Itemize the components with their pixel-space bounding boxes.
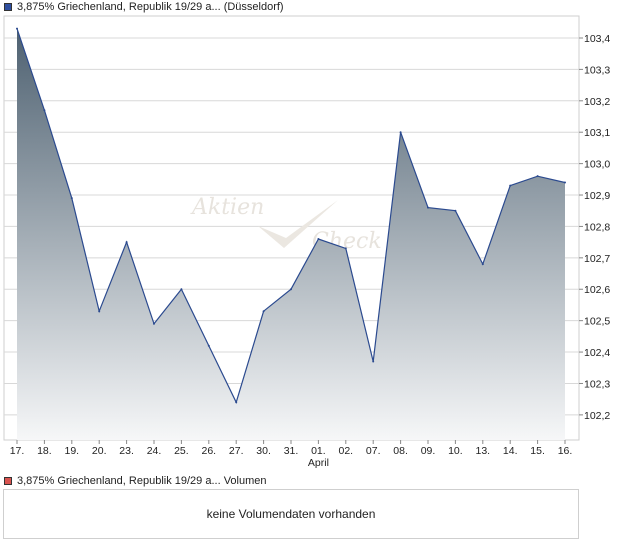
x-tick-label: 10.: [448, 445, 463, 457]
price-point: [125, 241, 128, 244]
x-tick-label: 23.: [119, 445, 134, 457]
price-point: [399, 131, 402, 134]
y-tick-label: 102,2: [584, 410, 610, 422]
volume-empty-message: keine Volumendaten vorhanden: [206, 507, 376, 521]
price-points: [16, 27, 566, 404]
x-tick-label: 18.: [37, 445, 52, 457]
price-point: [235, 401, 238, 404]
x-tick-label: 02.: [338, 445, 353, 457]
price-point: [153, 322, 155, 325]
legend-volume: 3,875% Griechenland, Republik 19/29 a...…: [4, 474, 267, 488]
x-tick-label: 16.: [558, 445, 573, 457]
x-tick-label: 24.: [147, 445, 162, 457]
price-point: [98, 310, 101, 313]
price-point: [43, 109, 46, 112]
volume-panel: keine Volumendaten vorhanden: [3, 489, 579, 539]
legend-price-swatch: [4, 3, 12, 11]
x-tick-label: 07.: [366, 445, 381, 457]
price-area: [17, 28, 565, 440]
y-tick-label: 103,1: [584, 127, 610, 139]
y-tick-label: 103,3: [584, 64, 610, 76]
price-point: [16, 27, 18, 30]
x-tick-label: 26.: [201, 445, 216, 457]
price-point: [481, 263, 484, 266]
y-tick-label: 102,6: [584, 284, 610, 296]
y-tick-label: 102,7: [584, 253, 610, 265]
x-month-label: April: [308, 457, 329, 469]
price-point: [290, 288, 292, 291]
x-tick-label: 01.: [311, 445, 326, 457]
price-point: [344, 247, 347, 250]
y-tick-label: 102,9: [584, 190, 610, 202]
watermark-line1: Aktien: [190, 195, 264, 220]
legend-price: 3,875% Griechenland, Republik 19/29 a...…: [4, 0, 284, 14]
y-tick-label: 102,3: [584, 378, 610, 390]
x-tick-label: 09.: [421, 445, 436, 457]
price-chart: Aktien Check 103,4103,3103,2103,1103,010…: [3, 15, 610, 469]
x-axis-ticks: 17. 18. 19. 20. 23. 24. 25. 26. 27. 30. 31. 01. 02. 0…: [10, 440, 573, 469]
price-point: [509, 184, 512, 187]
x-tick-label: 08.: [393, 445, 408, 457]
price-point: [536, 175, 539, 178]
price-point: [372, 360, 375, 363]
y-tick-label: 102,8: [584, 221, 610, 233]
x-tick-label: 25.: [174, 445, 189, 457]
price-point: [564, 181, 566, 184]
price-point: [207, 344, 210, 347]
x-tick-label: 15.: [530, 445, 545, 457]
y-tick-label: 103,0: [584, 159, 610, 171]
price-point: [317, 237, 320, 240]
y-tick-label: 103,4: [584, 33, 610, 45]
x-tick-label: 31.: [284, 445, 299, 457]
price-point: [262, 310, 265, 313]
x-tick-label: 17.: [10, 445, 25, 457]
y-tick-label: 102,5: [584, 316, 610, 328]
x-tick-label: 13.: [475, 445, 490, 457]
legend-price-label: 3,875% Griechenland, Republik 19/29 a...…: [17, 1, 284, 13]
y-tick-label: 102,4: [584, 347, 610, 359]
legend-volume-label: 3,875% Griechenland, Republik 19/29 a...…: [17, 475, 267, 487]
x-tick-label: 20.: [92, 445, 107, 457]
x-tick-label: 14.: [503, 445, 518, 457]
y-axis-ticks: 103,4 103,3 103,2 103,1 103,0 102,9 102,8 102,7…: [579, 33, 610, 422]
x-tick-label: 19.: [64, 445, 79, 457]
legend-volume-swatch: [4, 477, 12, 485]
x-tick-label: 27.: [229, 445, 244, 457]
y-tick-label: 103,2: [584, 96, 610, 108]
price-point: [427, 206, 429, 209]
price-point: [70, 197, 73, 200]
price-point: [180, 288, 183, 291]
watermark-check-icon: [258, 200, 338, 248]
price-point: [454, 209, 457, 212]
x-tick-label: 30.: [256, 445, 271, 457]
